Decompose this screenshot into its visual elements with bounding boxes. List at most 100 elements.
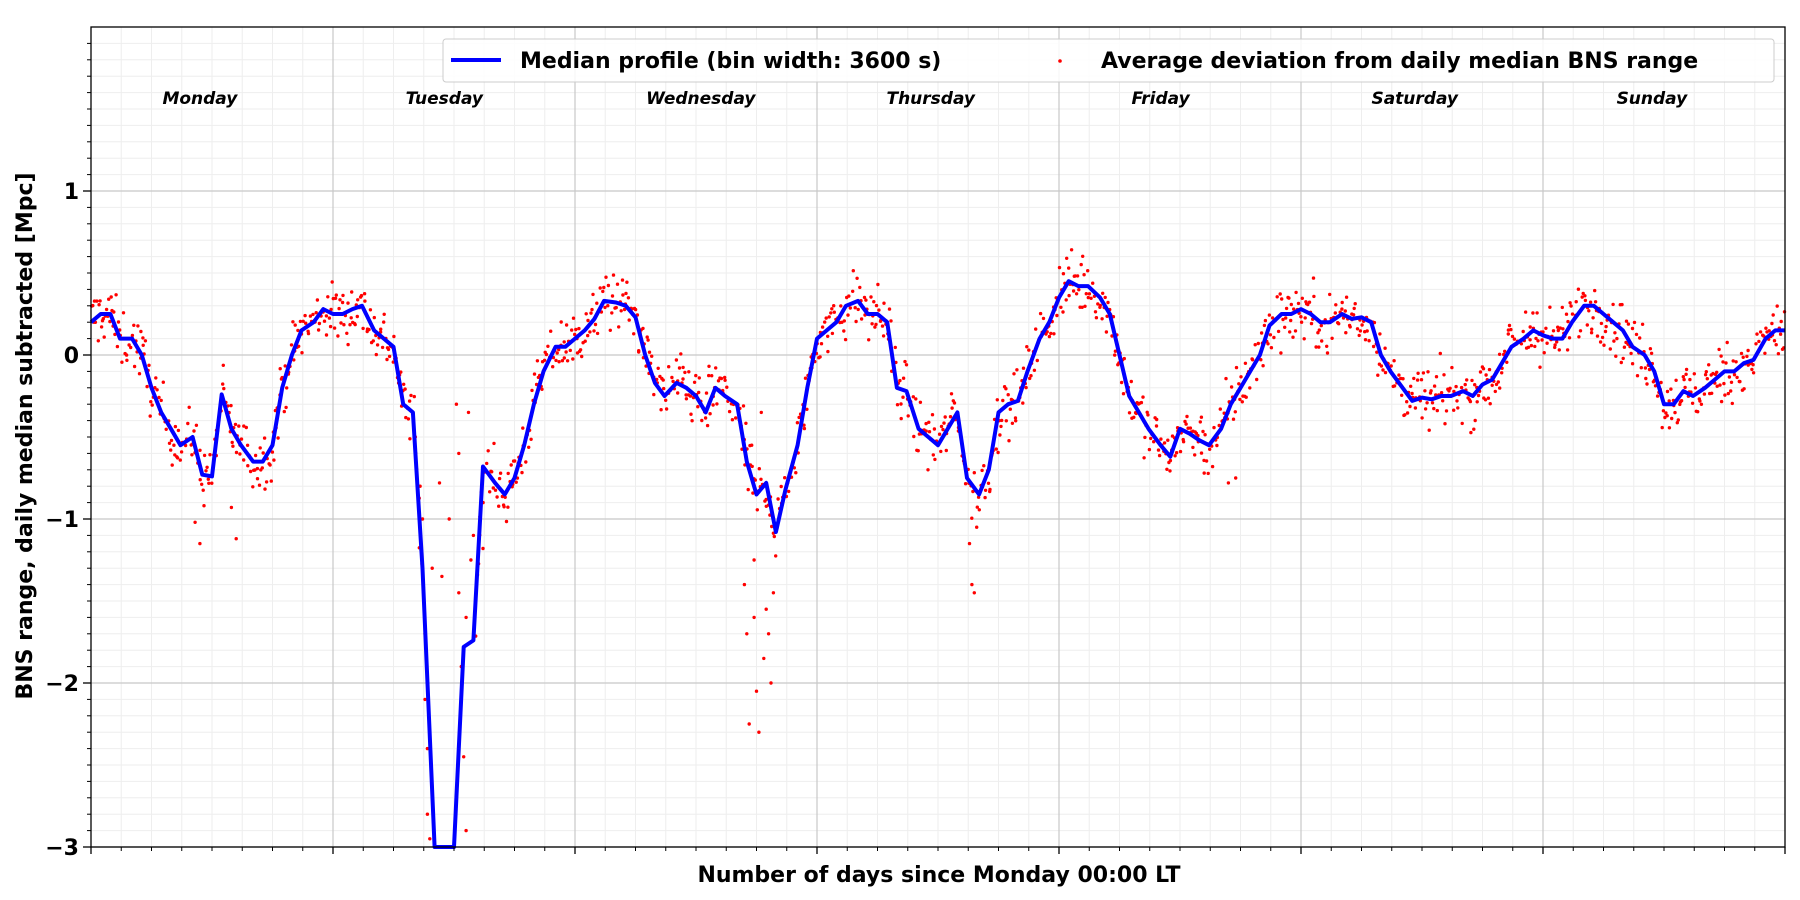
scatter-point [903, 359, 907, 364]
scatter-point [99, 325, 104, 329]
scatter-point [1486, 396, 1491, 400]
scatter-point [1055, 313, 1059, 318]
scatter-point [1288, 330, 1292, 334]
scatter-point [1206, 471, 1210, 476]
scatter-point [125, 358, 129, 362]
y-tick-label: 1 [64, 180, 79, 205]
scatter-point [933, 457, 937, 462]
scatter-point [1397, 373, 1401, 377]
scatter-point [198, 541, 202, 546]
scatter-point [1565, 348, 1570, 352]
scatter-point [1275, 295, 1279, 299]
scatter-point [1008, 407, 1012, 411]
scatter-point [549, 329, 553, 333]
scatter-point [1432, 384, 1437, 388]
scatter-point [1139, 400, 1144, 405]
scatter-point [509, 463, 513, 467]
scatter-point [248, 469, 253, 474]
scatter-point [1727, 375, 1732, 379]
scatter-point [300, 351, 304, 355]
scatter-point [245, 443, 250, 447]
scatter-point [580, 354, 584, 359]
scatter-point [1443, 422, 1447, 426]
scatter-point [324, 333, 329, 337]
scatter-point [832, 310, 836, 314]
scatter-point [1722, 381, 1726, 386]
scatter-point [234, 537, 238, 541]
scatter-point [339, 321, 343, 325]
scatter-point [202, 504, 206, 508]
scatter-point [755, 508, 759, 512]
scatter-point [1025, 345, 1029, 349]
scatter-point [293, 323, 297, 327]
scatter-point [1291, 335, 1295, 339]
scatter-point [916, 449, 920, 453]
scatter-point [1620, 302, 1624, 307]
scatter-point [308, 314, 313, 318]
scatter-point [723, 378, 727, 382]
scatter-point [1293, 329, 1298, 333]
scatter-point [132, 364, 137, 369]
scatter-point [1168, 469, 1172, 473]
scatter-point [544, 352, 549, 357]
scatter-point [1442, 373, 1446, 377]
scatter-point [341, 293, 345, 298]
scatter-point [705, 423, 710, 428]
scatter-point [1470, 378, 1474, 383]
scatter-point [1307, 300, 1312, 304]
scatter-point [1484, 373, 1488, 377]
scatter-point [901, 395, 905, 399]
scatter-point [601, 289, 605, 294]
scatter-point [1185, 414, 1189, 419]
scatter-point [353, 322, 357, 327]
scatter-point [626, 296, 631, 300]
scatter-point [1408, 404, 1412, 409]
scatter-point [1383, 370, 1388, 375]
scatter-point [747, 722, 751, 726]
scatter-point [1580, 295, 1584, 299]
scatter-point [368, 308, 373, 312]
scatter-point [948, 415, 953, 419]
scatter-point [1698, 399, 1702, 403]
scatter-point [346, 301, 350, 305]
scatter-point [1379, 364, 1384, 368]
scatter-point [881, 334, 886, 338]
scatter-point [1113, 353, 1117, 357]
scatter-point [846, 313, 850, 317]
scatter-point [1202, 471, 1206, 475]
scatter-point [253, 468, 257, 472]
scatter-point [1392, 384, 1397, 388]
scatter-point [207, 481, 211, 485]
scatter-point [1567, 336, 1572, 340]
scatter-point [559, 320, 563, 324]
scatter-point [1103, 295, 1107, 300]
scatter-point [502, 505, 506, 509]
scatter-point [372, 315, 376, 320]
scatter-point [555, 351, 559, 355]
scatter-point [1724, 361, 1728, 365]
scatter-point [1438, 351, 1443, 356]
scatter-point [317, 321, 322, 326]
scatter-point [1157, 453, 1162, 458]
scatter-point [1560, 305, 1565, 310]
scatter-point [1640, 322, 1645, 326]
scatter-point [622, 307, 627, 312]
scatter-point [1383, 346, 1387, 350]
scatter-point [1312, 294, 1316, 299]
scatter-point [621, 293, 625, 297]
scatter-point [1234, 365, 1239, 370]
scatter-point [255, 477, 260, 481]
scatter-point [1174, 451, 1179, 455]
scatter-point [867, 338, 871, 342]
scatter-point [918, 400, 923, 404]
scatter-point [1299, 315, 1303, 319]
scatter-point [1355, 327, 1360, 331]
scatter-point [1589, 331, 1594, 335]
scatter-point [1302, 337, 1306, 341]
scatter-point [904, 363, 909, 367]
scatter-point [996, 450, 1000, 455]
scatter-point [1427, 428, 1431, 432]
scatter-point [652, 392, 656, 397]
scatter-point [719, 376, 724, 381]
scatter-point [1262, 323, 1267, 328]
